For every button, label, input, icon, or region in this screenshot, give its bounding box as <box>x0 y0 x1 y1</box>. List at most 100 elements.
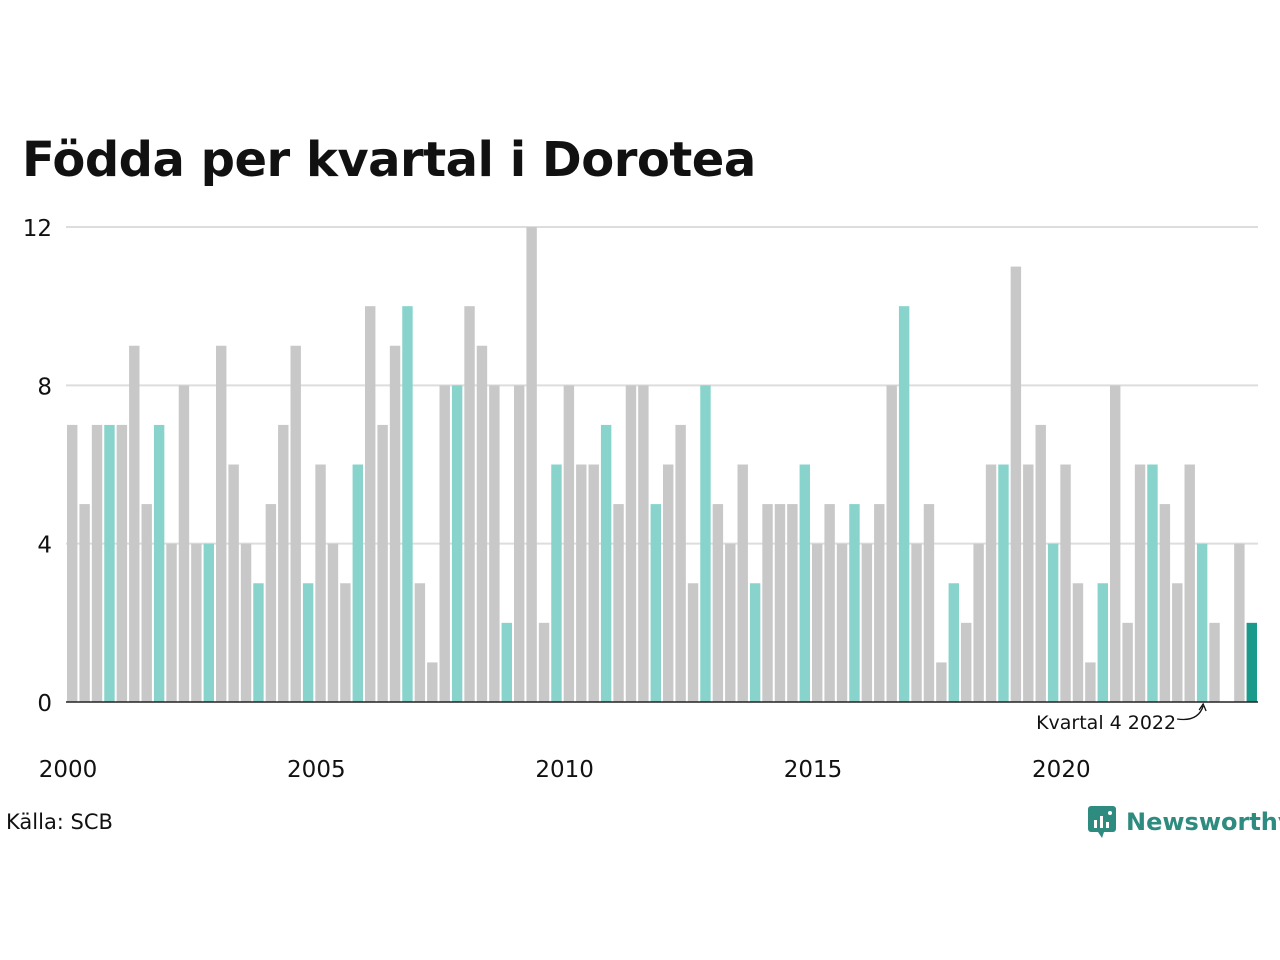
bar <box>700 385 711 702</box>
source-label: Källa: SCB <box>6 810 113 834</box>
bar <box>1147 464 1158 702</box>
bar <box>166 543 177 702</box>
bar <box>228 464 239 702</box>
annotation: Kvartal 4 2022 <box>1036 702 1207 734</box>
bar <box>402 306 413 702</box>
bar <box>613 504 624 702</box>
bar <box>253 583 264 702</box>
bar <box>812 543 823 702</box>
x-tick-label: 2010 <box>535 757 594 783</box>
newsworthy-logo-icon <box>1088 806 1116 838</box>
bar <box>191 543 202 702</box>
bar <box>302 583 314 702</box>
bar <box>824 504 835 702</box>
bar <box>178 385 190 702</box>
bar <box>874 504 885 702</box>
bar <box>153 424 165 702</box>
bar <box>973 543 984 702</box>
bar <box>725 543 736 702</box>
gridlines <box>66 226 1258 545</box>
bar <box>1172 583 1183 702</box>
bar <box>1234 543 1245 702</box>
bar <box>799 464 810 702</box>
chart-title: Födda per kvartal i Dorotea <box>22 132 756 188</box>
bar <box>886 385 897 702</box>
bar <box>327 543 339 702</box>
bar <box>501 622 512 702</box>
bar <box>1072 583 1084 702</box>
bar <box>836 543 848 702</box>
y-axis-tick-labels: 0 4 8 12 <box>23 216 52 717</box>
bar <box>861 543 873 702</box>
y-tick-label: 8 <box>37 374 52 400</box>
bar <box>1209 622 1220 702</box>
bar <box>1060 464 1071 702</box>
bar <box>1184 464 1195 702</box>
y-tick-label: 0 <box>37 691 52 717</box>
x-axis-tick-labels: 2000 2005 2010 2015 2020 <box>39 757 1091 783</box>
bar <box>1159 504 1171 702</box>
bar <box>538 622 550 702</box>
bar <box>427 662 438 702</box>
bar <box>514 385 525 702</box>
bar <box>675 424 686 702</box>
bar <box>898 306 910 702</box>
bar <box>278 424 289 702</box>
bar <box>203 543 214 702</box>
bar <box>961 622 972 702</box>
x-tick-label: 2015 <box>784 757 843 783</box>
bar <box>1047 543 1059 702</box>
bar <box>141 504 152 702</box>
bar <box>551 464 562 702</box>
bar <box>712 504 724 702</box>
bar <box>476 345 488 702</box>
bar <box>365 306 376 702</box>
bar <box>1023 464 1034 702</box>
bar <box>774 504 786 702</box>
bar <box>451 385 463 702</box>
annotation-arrow <box>1177 705 1204 721</box>
bar <box>563 385 575 702</box>
bar <box>600 424 612 702</box>
bar <box>650 504 661 702</box>
bars <box>67 227 1257 702</box>
bar-chart: 0 4 8 12 2000 2005 2010 2015 2020 Kvartal 4 202… <box>23 216 1258 783</box>
bar <box>663 464 674 702</box>
bar <box>216 345 227 702</box>
bar <box>911 543 922 702</box>
bar <box>1110 385 1121 702</box>
bar <box>79 504 90 702</box>
bar <box>737 464 748 702</box>
bar <box>315 464 326 702</box>
annotation-arrowhead <box>1198 702 1207 712</box>
bar <box>849 504 860 702</box>
bar <box>1196 543 1208 702</box>
bar <box>439 385 450 702</box>
bar <box>998 464 1009 702</box>
bar <box>1010 266 1022 702</box>
bar <box>129 345 140 702</box>
bar <box>762 504 773 702</box>
bar <box>625 385 637 702</box>
x-tick-label: 2020 <box>1032 757 1091 783</box>
annotation-label: Kvartal 4 2022 <box>1036 712 1176 734</box>
bar <box>1085 662 1096 702</box>
bar <box>265 504 277 702</box>
bar <box>352 464 363 702</box>
bar <box>1246 622 1257 702</box>
y-tick-label: 12 <box>23 216 52 242</box>
bar <box>588 464 599 702</box>
bar <box>91 424 103 702</box>
x-tick-label: 2000 <box>39 757 98 783</box>
bar <box>687 583 699 702</box>
brand-logo: Newsworthy <box>1088 804 1280 840</box>
bar <box>464 306 475 702</box>
bar <box>389 345 401 702</box>
bar <box>67 424 78 702</box>
bar <box>414 583 426 702</box>
bar <box>377 424 388 702</box>
bar <box>526 227 537 702</box>
bar <box>936 662 947 702</box>
x-tick-label: 2005 <box>287 757 346 783</box>
bar <box>948 583 959 702</box>
